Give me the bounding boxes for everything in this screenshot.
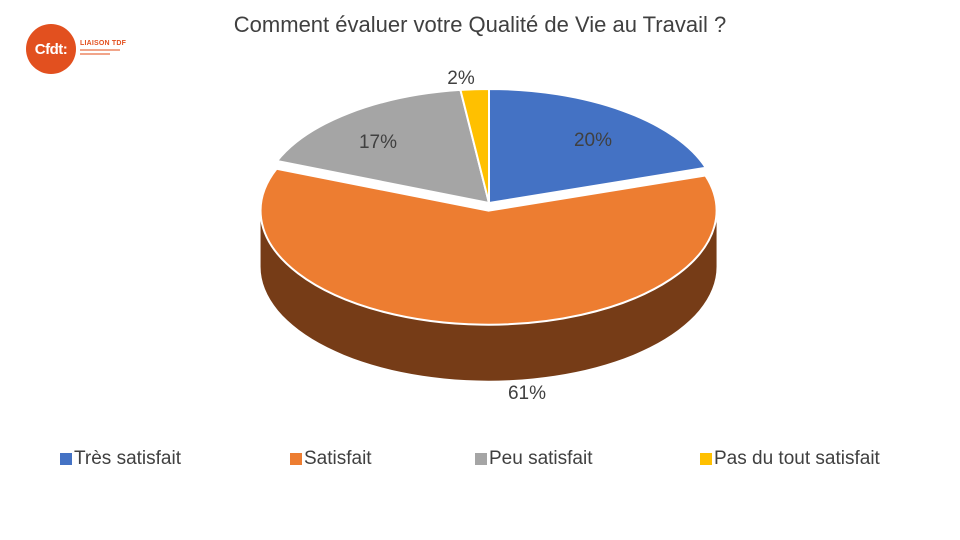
data-label-satisfait: 61% bbox=[508, 383, 546, 404]
legend-label: Très satisfait bbox=[74, 448, 181, 469]
data-label-tres-satisfait: 20% bbox=[574, 130, 612, 151]
logo-name: LIAISON TDF bbox=[80, 39, 127, 47]
pie-slice-tres-satisfait bbox=[488, 88, 707, 204]
chart-title: Comment évaluer votre Qualité de Vie au … bbox=[233, 12, 727, 37]
pie-slice-peu-satisfait bbox=[276, 88, 490, 204]
data-label-pas-du-tout-satisfait: 2% bbox=[447, 68, 475, 89]
pie-side-satisfait bbox=[260, 210, 717, 381]
legend-swatch bbox=[700, 453, 712, 465]
legend-item-pas-du-tout-satisfait: Pas du tout satisfait bbox=[700, 448, 880, 470]
logo-side: LIAISON TDF bbox=[80, 40, 126, 55]
pie-slice-pas-du-tout-satisfait bbox=[459, 88, 490, 204]
logo-line bbox=[80, 48, 120, 51]
legend-swatch bbox=[290, 453, 302, 465]
legend-item-satisfait: Satisfait bbox=[290, 448, 372, 470]
pie-slice-satisfait bbox=[259, 167, 718, 326]
legend-swatch bbox=[60, 453, 72, 465]
legend-swatch bbox=[475, 453, 487, 465]
data-label-peu-satisfait: 17% bbox=[359, 132, 397, 153]
logo-badge: Cfdt: bbox=[26, 24, 76, 74]
cfdt-logo: Cfdt: LIAISON TDF bbox=[26, 24, 126, 74]
legend-item-tres-satisfait: Très satisfait bbox=[60, 448, 181, 470]
legend-label: Pas du tout satisfait bbox=[714, 448, 880, 469]
legend-item-peu-satisfait: Peu satisfait bbox=[475, 448, 593, 470]
legend-label: Satisfait bbox=[304, 448, 372, 469]
logo-line bbox=[80, 52, 110, 55]
chart-legend: Très satisfait Satisfait Peu satisfait P… bbox=[0, 448, 960, 472]
legend-label: Peu satisfait bbox=[489, 448, 593, 469]
